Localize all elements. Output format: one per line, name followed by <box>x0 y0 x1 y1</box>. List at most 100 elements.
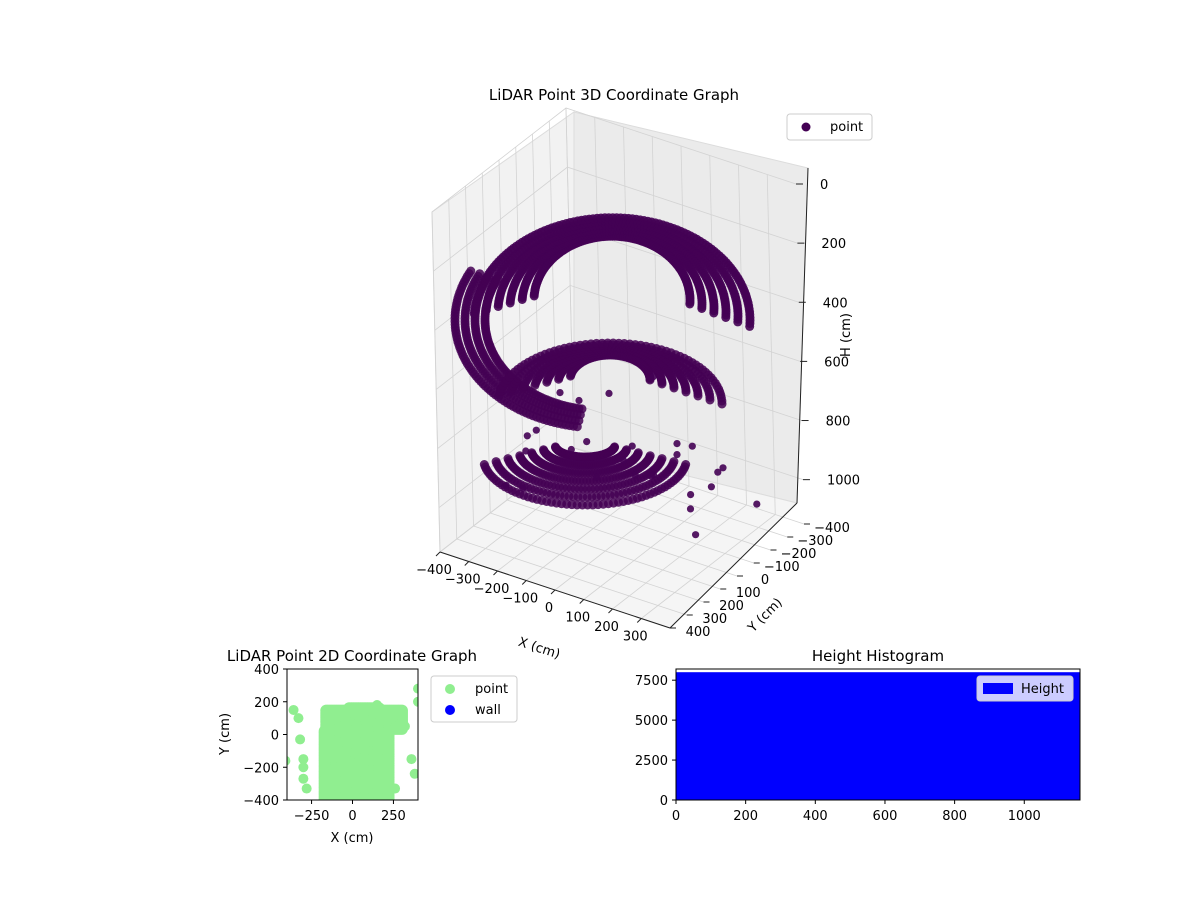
x-tick-3d <box>493 570 498 576</box>
point-3d <box>556 401 564 409</box>
point-2d <box>372 700 383 711</box>
point-2d <box>287 755 291 766</box>
points-3d <box>450 213 761 539</box>
point-band-mid <box>669 383 679 393</box>
x-tick-3d <box>435 551 441 557</box>
chart-2d-title: LiDAR Point 2D Coordinate Graph <box>227 647 477 665</box>
x-tick-3d <box>608 608 613 614</box>
point-band-lower <box>491 457 501 467</box>
x-axis-label-2d: X (cm) <box>331 831 374 846</box>
grid-3d <box>431 107 805 629</box>
z-axis-line <box>796 167 809 504</box>
histogram-title: Height Histogram <box>812 647 944 665</box>
point-3d <box>522 447 530 455</box>
x-tick-label-3d: −100 <box>502 592 538 607</box>
y-tick-label-hist: 2500 <box>635 754 668 769</box>
legend-2d-label-wall: wall <box>475 703 501 718</box>
z-tick-label-3d: 600 <box>824 355 849 370</box>
legend-2d: point wall <box>430 675 518 723</box>
y-tick-label-hist: 5000 <box>635 714 668 729</box>
y-tick-label-2d: 0 <box>271 729 279 744</box>
legend-histogram: Height <box>976 675 1074 702</box>
point-2d <box>406 754 417 765</box>
chart-3d: LiDAR Point 3D Coordinate Graph −400−300… <box>416 86 873 662</box>
grid-line-x-wall <box>709 155 719 496</box>
ticks-2d: −250 0 250 −400 −200 0 200 400 <box>243 663 406 824</box>
point-3d <box>575 396 583 405</box>
point-3d <box>719 464 727 472</box>
point-3d <box>688 442 696 450</box>
ticks-histogram: 0 200 400 600 800 1000 0 2500 5000 7500 <box>635 674 1041 824</box>
x-tick-label-3d: −400 <box>416 563 452 578</box>
z-tick-label-3d: 200 <box>821 237 846 252</box>
x-tick-label-hist: 0 <box>672 809 680 824</box>
plot-2d-area <box>287 683 418 800</box>
point-band-left <box>475 269 485 279</box>
point-band-mid <box>705 395 715 405</box>
grid-line-x-wall <box>651 136 661 477</box>
point-2d <box>298 754 309 765</box>
x-tick-label-hist: 400 <box>803 809 828 824</box>
legend-2d-label-point: point <box>475 682 508 697</box>
legend-histogram-box <box>976 675 1074 702</box>
grid-line-x-wall <box>766 174 776 515</box>
x-tick-3d <box>521 580 527 585</box>
point-2d <box>298 762 309 773</box>
x-tick-3d <box>464 561 470 566</box>
legend-histogram-swatch <box>983 683 1013 694</box>
y-tick-label-3d: 300 <box>702 612 727 627</box>
point-band-upper <box>721 313 731 322</box>
legend-2d-marker-wall <box>445 705 455 715</box>
point-3d <box>673 451 681 459</box>
y-tick-label-3d: 100 <box>736 586 761 601</box>
grid-line-z <box>433 166 798 272</box>
x-tick-label-hist: 1000 <box>1008 809 1041 824</box>
point-3d <box>519 484 527 492</box>
point-band-mid <box>693 391 703 401</box>
y-tick-label-3d: 0 <box>761 573 769 588</box>
point-band-left <box>484 271 494 281</box>
point-3d <box>673 440 681 448</box>
y-axis-label-2d: Y (cm) <box>218 713 233 756</box>
grid-line-y-wall <box>565 107 575 449</box>
legend-3d-label: point <box>830 120 863 135</box>
legend-3d-marker <box>801 122 811 132</box>
z-tick-label-3d: 400 <box>823 296 848 311</box>
y-tick-label-hist: 7500 <box>635 674 668 689</box>
y-tick-label-3d: −400 <box>814 521 850 536</box>
grid-line-y-wall <box>498 159 508 501</box>
z-axis-label-3d: H (cm) <box>839 313 854 357</box>
grid-line-x-wall <box>680 145 690 487</box>
x-tick-3d <box>579 599 585 604</box>
grid-line-y <box>473 525 704 603</box>
point-band-upper <box>733 317 743 327</box>
point-3d <box>753 500 761 508</box>
x-tick-label-3d: 0 <box>545 601 553 616</box>
y-tick-label-2d: −200 <box>243 761 279 776</box>
y-tick-label-2d: 200 <box>254 696 279 711</box>
point-band-mid <box>717 399 727 409</box>
point-band-mid <box>657 379 667 389</box>
point-2d-dense <box>382 725 395 738</box>
point-band-lower <box>539 445 548 455</box>
point-3d <box>649 373 657 381</box>
point-band-upper <box>709 308 719 318</box>
point-3d <box>647 472 656 480</box>
point-2d <box>298 773 309 784</box>
legend-histogram-label: Height <box>1021 682 1064 697</box>
grid-line-y <box>456 538 687 616</box>
point-3d <box>593 473 601 481</box>
x-tick-label-hist: 800 <box>942 809 967 824</box>
y-tick-label-3d: 200 <box>719 599 744 614</box>
point-3d <box>686 505 695 513</box>
grid-line-z <box>431 107 797 213</box>
x-tick-label-3d: −300 <box>445 573 481 588</box>
z-tick-label-3d: 0 <box>820 178 828 193</box>
x-tick-label-2d: 250 <box>381 809 406 824</box>
grid-line-y-wall <box>448 198 458 540</box>
y-tick-label-3d: 400 <box>686 625 711 640</box>
point-3d <box>523 432 531 440</box>
y-tick-label-hist: 0 <box>660 794 668 809</box>
point-3d <box>556 389 564 397</box>
